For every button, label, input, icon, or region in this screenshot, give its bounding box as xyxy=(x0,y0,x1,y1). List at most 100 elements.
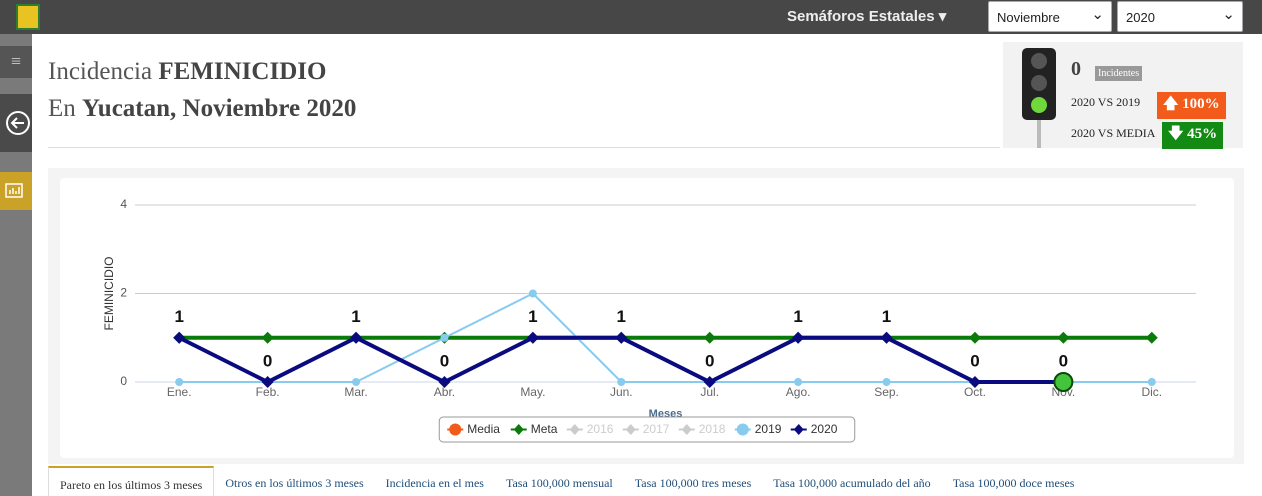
legend-label: 2020 xyxy=(811,422,838,436)
legend-marker xyxy=(681,424,692,435)
tab[interactable]: Pareto en los últimos 3 meses xyxy=(48,466,215,496)
legend-marker xyxy=(736,423,749,436)
logo[interactable] xyxy=(16,4,40,30)
data-point xyxy=(352,378,361,386)
data-point xyxy=(968,376,981,388)
data-point xyxy=(261,331,274,344)
data-point xyxy=(173,331,186,344)
title-plain: Incidencia xyxy=(48,58,153,85)
legend-box xyxy=(438,416,856,443)
highlight-point xyxy=(1053,372,1074,392)
data-label: 0 xyxy=(263,351,272,370)
legend-marker xyxy=(513,424,524,435)
x-tick-label: Oct. xyxy=(964,385,986,399)
tab[interactable]: Tasa 100,000 doce meses xyxy=(952,476,1075,490)
y-tick-label: 0 xyxy=(120,374,127,388)
vs1-badge: 🡅 100% xyxy=(1157,92,1226,119)
data-point xyxy=(528,289,537,298)
data-label: 1 xyxy=(351,307,360,326)
subtitle-bold: Yucatan, Noviembre 2020 xyxy=(82,95,357,122)
tabs: Pareto en los últimos 3 meses Otros en lo… xyxy=(48,466,1085,496)
data-point xyxy=(615,331,628,344)
legend-label: Media xyxy=(467,422,500,436)
tab[interactable]: Tasa 100,000 acumulado del año xyxy=(773,476,931,490)
data-point xyxy=(792,331,805,344)
legend-marker xyxy=(625,424,636,435)
back-icon xyxy=(6,111,30,135)
chart-button[interactable] xyxy=(0,172,32,210)
data-label: 1 xyxy=(528,307,537,326)
data-label: 1 xyxy=(793,307,802,326)
x-tick-label: Mar. xyxy=(344,385,367,399)
legend-marker xyxy=(569,424,580,435)
count-label: Incidentes xyxy=(1095,66,1143,81)
data-label: 1 xyxy=(882,307,891,326)
x-tick-label: Ago. xyxy=(786,385,811,399)
data-point xyxy=(703,331,716,344)
data-point xyxy=(438,376,451,388)
data-point xyxy=(968,331,981,344)
data-point xyxy=(882,378,891,386)
data-point xyxy=(175,378,184,386)
legend-label: 2016 xyxy=(587,422,614,436)
menu-label: Semáforos Estatales xyxy=(787,8,935,25)
vs2-label: 2020 VS MEDIA xyxy=(1071,126,1156,140)
x-tick-label: Ene. xyxy=(167,385,192,399)
tab[interactable]: Otros en los últimos 3 meses xyxy=(225,476,364,490)
data-point xyxy=(350,331,363,344)
title-bold: FEMINICIDIO xyxy=(158,58,327,85)
data-point xyxy=(1057,331,1070,344)
top-bar: Semáforos Estatales ▾ Noviembre 2020 xyxy=(0,0,1262,34)
year-select[interactable]: 2020 xyxy=(1117,1,1243,32)
vs2-badge: 🡇 45% xyxy=(1162,122,1224,149)
data-label: 1 xyxy=(617,307,626,326)
count: 0 xyxy=(1071,58,1081,80)
data-label: 0 xyxy=(705,351,714,370)
x-tick-label: May. xyxy=(520,385,545,399)
x-tick-label: Sep. xyxy=(874,385,899,399)
tab[interactable]: Tasa 100,000 tres meses xyxy=(634,476,752,490)
data-point xyxy=(1147,378,1156,386)
tab[interactable]: Tasa 100,000 mensual xyxy=(505,476,613,490)
legend-marker xyxy=(793,424,804,435)
legend-label: 2018 xyxy=(699,422,726,436)
data-point xyxy=(794,378,803,386)
data-label: 0 xyxy=(1059,351,1068,370)
data-point xyxy=(617,378,626,386)
year-value: 2020 xyxy=(1126,10,1155,25)
data-point xyxy=(880,331,893,344)
vs1-value: 100% xyxy=(1182,96,1220,112)
title-line-1: Incidencia FEMINICIDIO xyxy=(48,58,326,86)
title-line-2: En Yucatan, Noviembre 2020 xyxy=(48,95,356,123)
month-select[interactable]: Noviembre xyxy=(988,1,1112,32)
y-axis-label: FEMINICIDIO xyxy=(102,257,116,331)
traffic-light xyxy=(1022,48,1056,148)
series-line xyxy=(178,335,1064,385)
legend-label: 2017 xyxy=(643,422,670,436)
legend-label: Meta xyxy=(531,422,558,436)
data-point xyxy=(526,331,539,344)
data-point xyxy=(261,376,274,388)
menu[interactable]: Semáforos Estatales ▾ xyxy=(787,8,947,25)
menu-button[interactable]: ≡ xyxy=(0,46,32,78)
chart-inner xyxy=(60,178,1234,458)
back-button[interactable] xyxy=(0,94,32,152)
tab[interactable]: Incidencia en el mes xyxy=(385,476,484,490)
data-point xyxy=(440,333,449,342)
x-tick-label: Abr. xyxy=(434,385,455,399)
chart-icon xyxy=(5,183,23,198)
y-tick-label: 2 xyxy=(120,286,127,300)
data-label: 0 xyxy=(440,351,449,370)
semaforo-panel: 0 Incidentes 2020 VS 2019 🡅 100% 2020 VS… xyxy=(1003,42,1243,149)
y-tick-label: 4 xyxy=(120,197,127,211)
legend-marker xyxy=(449,423,462,436)
month-value: Noviembre xyxy=(997,10,1060,25)
subtitle-plain: En xyxy=(48,95,76,122)
x-tick-label: Jun. xyxy=(610,385,633,399)
x-tick-label: Feb. xyxy=(256,385,280,399)
data-label: 0 xyxy=(970,351,979,370)
separator xyxy=(48,147,1000,148)
data-label: 1 xyxy=(174,307,183,326)
